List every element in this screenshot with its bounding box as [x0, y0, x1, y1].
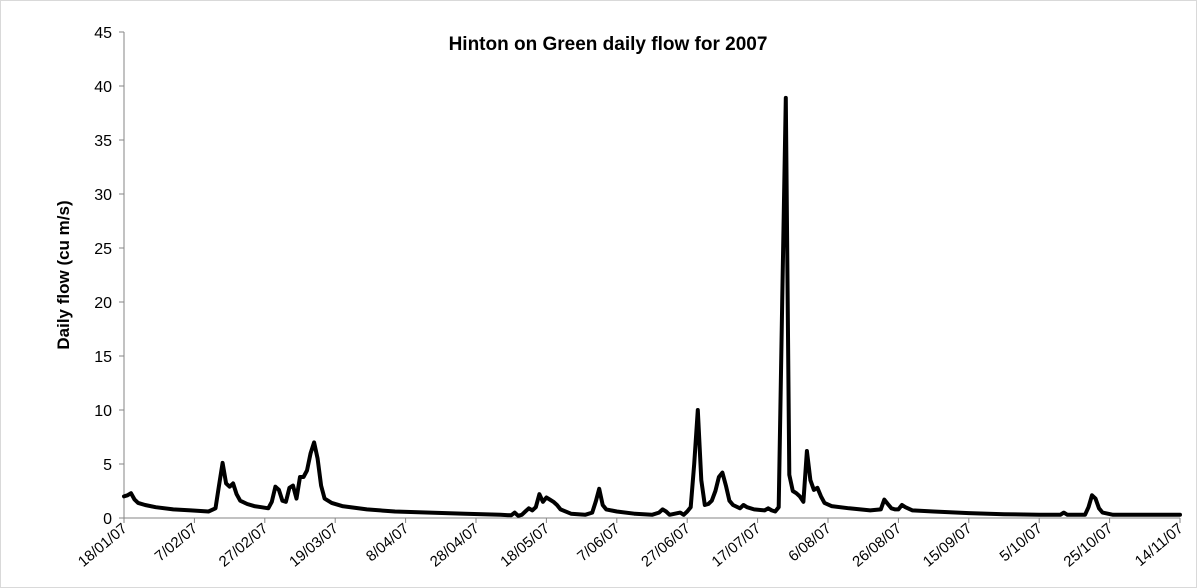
chart-title: Hinton on Green daily flow for 2007 [449, 34, 768, 55]
y-tick-label: 30 [94, 187, 112, 204]
y-tick-label: 45 [94, 25, 112, 42]
y-tick-label: 25 [94, 241, 112, 258]
series-line-daily-flow [122, 95, 1182, 518]
y-tick-label: 5 [103, 457, 112, 474]
y-tick-label: 35 [94, 133, 112, 150]
y-tick-label: 20 [94, 295, 112, 312]
y-tick-label: 10 [94, 403, 112, 420]
y-tick-label: 40 [94, 79, 112, 96]
y-axis-ticks: 0 5 10 15 20 25 30 35 40 45 [94, 25, 124, 528]
y-axis-label: Daily flow (cu m/s) [54, 200, 73, 349]
y-tick-label: 15 [94, 349, 112, 366]
y-tick-label: 0 [103, 511, 112, 528]
